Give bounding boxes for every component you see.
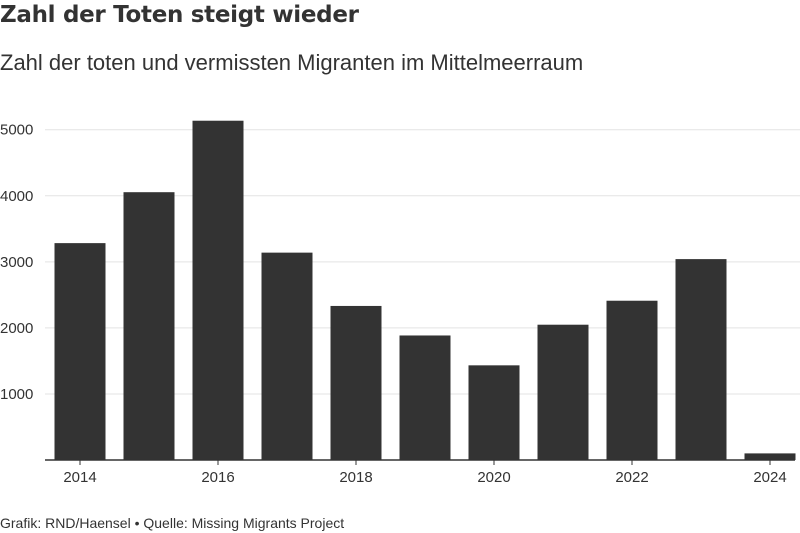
y-tick-label: 1000: [0, 386, 33, 403]
x-tick-label: 2022: [615, 469, 648, 486]
bar: [330, 305, 382, 460]
bar-chart: 1000 2000 3000 4000 5000 2014 2016 2018 2020 202…: [0, 120, 800, 486]
bar: [468, 365, 520, 460]
bars: [54, 120, 796, 461]
x-tick-label: 2024: [753, 469, 786, 486]
bar: [399, 335, 451, 460]
bar: [54, 243, 106, 460]
y-tick-label: 5000: [0, 122, 33, 139]
chart-subtitle: Zahl der toten und vermissten Migranten …: [0, 50, 584, 75]
bar: [675, 259, 727, 460]
source-credit: Grafik: RND/Haensel • Quelle: Missing Mi…: [0, 515, 345, 531]
bar: [537, 324, 589, 460]
bar: [606, 300, 658, 460]
x-tick-label: 2016: [201, 469, 234, 486]
x-tick-label: 2018: [339, 469, 372, 486]
chart-title: Zahl der Toten steigt wieder: [0, 2, 359, 28]
x-tick-label: 2020: [477, 469, 510, 486]
bar: [123, 192, 175, 461]
y-axis-labels: 1000 2000 3000 4000 5000: [0, 122, 33, 403]
y-tick-label: 2000: [0, 320, 33, 337]
bar: [744, 453, 796, 460]
bar: [192, 120, 244, 460]
bar: [261, 252, 313, 460]
y-tick-label: 3000: [0, 254, 33, 271]
x-axis-labels: 2014 2016 2018 2020 2022 2024: [63, 460, 787, 486]
y-tick-label: 4000: [0, 188, 33, 205]
x-tick-label: 2014: [63, 469, 96, 486]
